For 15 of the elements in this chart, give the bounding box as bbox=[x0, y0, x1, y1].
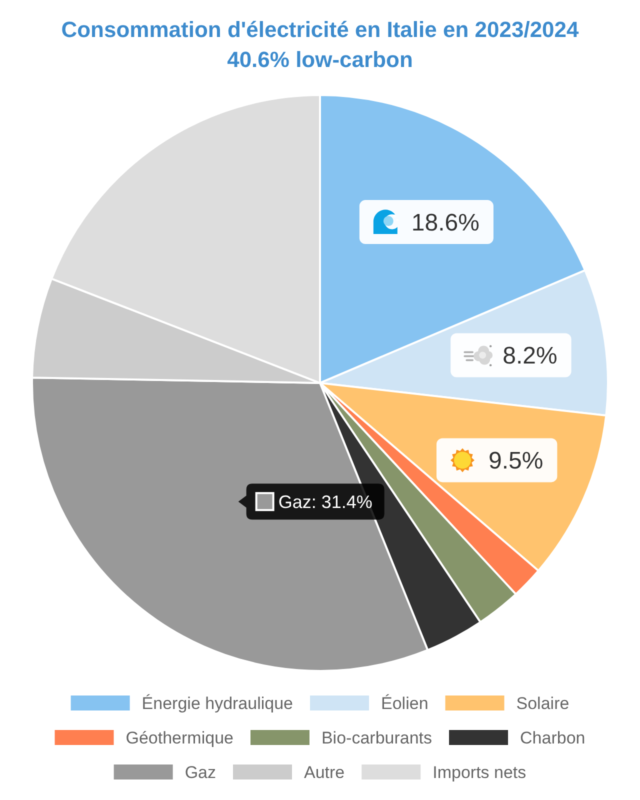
legend-label: Bio-carburants bbox=[321, 728, 432, 748]
data-label: 8.2% bbox=[502, 342, 558, 370]
legend-label: Charbon bbox=[520, 728, 586, 748]
legend-label: Imports nets bbox=[432, 763, 526, 782]
data-label: 9.5% bbox=[488, 448, 544, 475]
chart-title: Consommation d'électricité en Italie en 2023/2024 bbox=[61, 17, 580, 42]
legend-label: Autre bbox=[304, 763, 345, 782]
legend-label: Géothermique bbox=[126, 728, 234, 748]
data-label: 18.6% bbox=[411, 210, 480, 237]
text: Gaz: 31.4% bbox=[278, 492, 372, 512]
legend-label: Énergie hydraulique bbox=[142, 694, 294, 713]
legend-label: Éolien bbox=[381, 694, 428, 713]
legend-label: Gaz bbox=[184, 763, 216, 782]
legend-label: Solaire bbox=[516, 694, 570, 713]
chart-subtitle: 40.6% low-carbon bbox=[227, 47, 413, 72]
